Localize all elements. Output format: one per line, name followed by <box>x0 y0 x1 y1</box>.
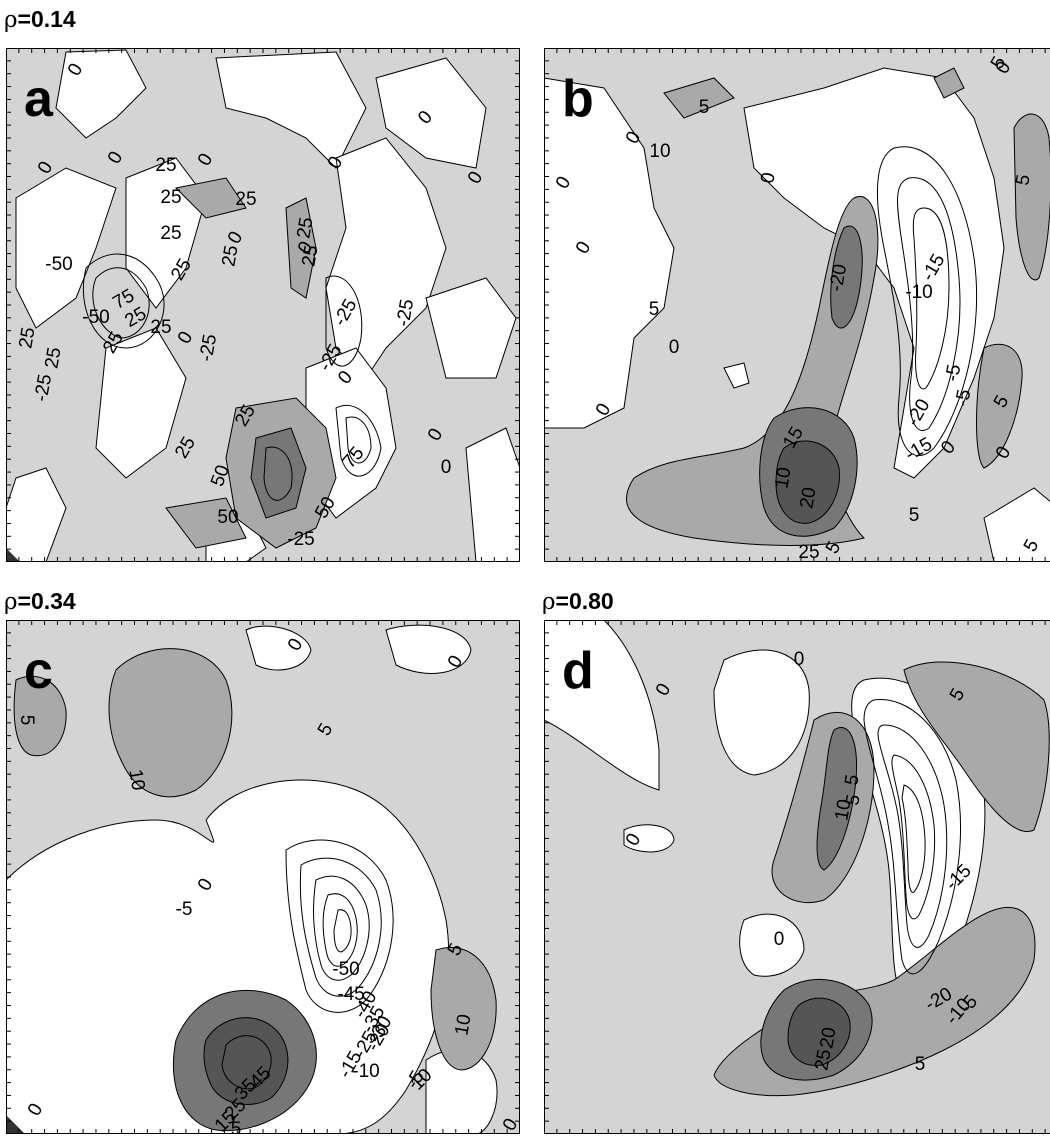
contour-label: 25 <box>298 244 322 268</box>
contour-label: -10 <box>352 1061 379 1082</box>
contour-label: 20 <box>816 1026 840 1050</box>
rho-symbol: ρ <box>4 589 18 615</box>
peak-regions <box>787 997 851 1066</box>
contour-label: 25 <box>155 155 176 176</box>
contour-lines <box>82 253 382 501</box>
rho-symbol: ρ <box>542 589 556 615</box>
peak-regions <box>203 1017 289 1105</box>
contour-label: -50 <box>332 959 359 980</box>
negative-contours <box>863 699 962 975</box>
contour-label: -50 <box>82 307 109 328</box>
contour-label: 0 <box>794 649 805 670</box>
contour-label: -25 <box>393 298 418 329</box>
tick-marks <box>544 620 1046 1134</box>
negative-contours <box>877 146 978 457</box>
negative-regions <box>544 67 1050 562</box>
contour-panel-d: d 0 0 0 0 5 5 10 5 -15 -20 -10 -5 25 20 5 <box>544 620 1050 1134</box>
contour-label: 10 <box>451 1013 475 1037</box>
contour-label: -20 <box>826 263 851 294</box>
contour-label: 5 <box>841 773 864 787</box>
contour-label: 25 <box>15 326 39 350</box>
rho-symbol: ρ <box>4 7 18 33</box>
contour-label: 5 <box>1012 173 1035 187</box>
tick-marks <box>6 48 520 562</box>
contour-label: 5 <box>909 505 920 526</box>
contour-label: 20 <box>796 486 820 510</box>
contour-label: 0 <box>669 337 680 358</box>
contour-label: 10 <box>649 141 670 162</box>
contour-label: 25 <box>41 346 65 370</box>
panel-label: c <box>24 642 53 700</box>
positive-regions <box>13 648 497 1071</box>
negative-regions <box>6 624 498 1134</box>
rho-value: =0.34 <box>17 588 76 614</box>
contour-label: 25 <box>160 187 181 208</box>
corner-marker <box>6 548 20 562</box>
contour-label: 25 <box>293 216 317 240</box>
contour-label: 0 <box>441 457 452 478</box>
rho-label-top-left: ρ=0.14 <box>4 6 76 33</box>
contour-label: 25 <box>235 189 256 210</box>
panel-label: b <box>562 70 594 128</box>
rho-value: =0.14 <box>17 6 76 32</box>
contour-label: 5 <box>842 793 865 807</box>
rho-label-bottom-left: ρ=0.34 <box>4 588 76 615</box>
contour-label: -25 <box>196 333 221 364</box>
contour-label: 5 <box>915 1054 926 1075</box>
contour-label: 5 <box>649 299 660 320</box>
contour-label: 10 <box>771 466 795 490</box>
tick-marks <box>544 48 1046 562</box>
contour-label: -50 <box>45 254 72 275</box>
contour-label: 25 <box>798 542 819 562</box>
panel-label: a <box>24 70 54 128</box>
contour-label: 5 <box>699 97 710 118</box>
contour-label: -5 <box>942 363 966 383</box>
contour-panel-b: b 5 5 5 5 5 5 5 0 0 0 0 0 0 0 0 0 -5 -5 -10 -15 -15 -20 -20 10 1… <box>544 48 1050 562</box>
tick-marks <box>6 620 520 1134</box>
contour-label: 0 <box>774 929 785 950</box>
contour-label: 25 <box>811 1048 835 1072</box>
contour-panel-a: a 0 0 0 0 0 0 0 0 0 0 0 0 0 25 25 25 25 25 25 25 25 25 25 25 25 2… <box>6 48 520 562</box>
peak-regions <box>250 427 307 519</box>
contour-label: 25 <box>150 317 171 338</box>
contour-label: 10 <box>124 768 148 792</box>
contour-label: -5 <box>952 388 976 408</box>
negative-contours <box>285 839 394 1013</box>
rho-label-bottom-right: ρ=0.80 <box>542 588 614 615</box>
contour-label: 5 <box>16 715 37 726</box>
contour-label: -25 <box>287 529 314 550</box>
negative-regions <box>544 620 986 1003</box>
contour-plot-b: b 5555555000000000-5-5-10-15-15-20-20101… <box>544 48 1050 562</box>
contour-label: 25 <box>218 244 242 268</box>
rho-value: =0.80 <box>555 588 614 614</box>
contour-label: -25 <box>31 373 56 404</box>
contour-label: 0 <box>757 171 780 185</box>
contour-panel-c: c 0 0 0 0 0 5 5 5 10 10 -5 -5 -50 -45 -40 -35 -30 -25 -20-… <box>6 620 520 1134</box>
contour-label: 50 <box>217 507 238 528</box>
peak-regions <box>775 440 840 524</box>
corner-marker <box>6 1115 25 1134</box>
contour-label: 25 <box>160 223 181 244</box>
contour-label: -45 <box>337 984 364 1005</box>
contour-label: 5 <box>231 1119 242 1134</box>
contour-label: -10 <box>905 282 932 303</box>
panel-label: d <box>562 642 594 700</box>
contour-label: 10 <box>831 798 855 822</box>
contour-label: -5 <box>176 899 193 920</box>
